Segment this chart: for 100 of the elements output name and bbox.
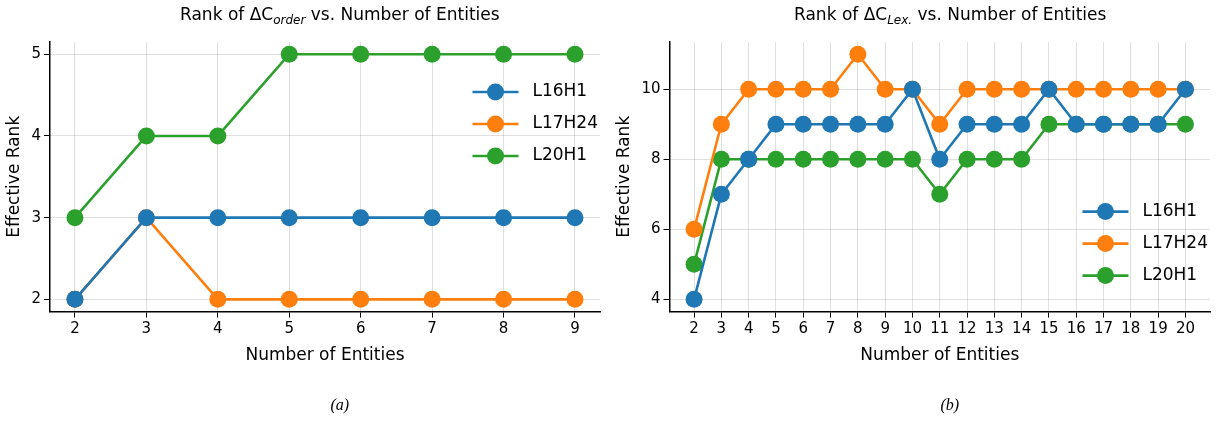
x-tick-label: 18 (1121, 319, 1141, 338)
x-tick-label: 2 (689, 319, 699, 338)
x-tick-label: 10 (902, 319, 922, 338)
x-tick-label: 17 (1093, 319, 1114, 338)
point (280, 290, 298, 308)
point (423, 45, 441, 63)
point (280, 45, 298, 63)
legend-label: L20H1 (1142, 264, 1198, 285)
x-tick-label: 12 (957, 319, 977, 338)
x-tick-label: 2 (70, 319, 80, 338)
point (495, 209, 513, 227)
point (767, 150, 785, 168)
legend-label: L16H1 (532, 80, 588, 101)
point (495, 45, 513, 63)
point (985, 80, 1003, 98)
point (1013, 80, 1031, 98)
point (566, 45, 584, 63)
point (1067, 80, 1085, 98)
text: (a) (330, 396, 350, 414)
point (209, 209, 227, 227)
y-axis-title: Effective Rank (612, 115, 633, 238)
point (822, 80, 840, 98)
point (1149, 80, 1167, 98)
y-tick-label: 8 (650, 149, 661, 168)
point (985, 115, 1003, 133)
x-tick-label: 7 (427, 319, 437, 338)
y-tick-label: 6 (650, 219, 661, 238)
x-tick-label: 8 (498, 319, 509, 338)
x-tick-label: 16 (1066, 319, 1086, 338)
y-tick-label: 4 (650, 289, 661, 308)
point (740, 80, 758, 98)
point (566, 290, 584, 308)
x-tick-label: 3 (716, 319, 727, 338)
point (958, 150, 976, 168)
point (1095, 80, 1113, 98)
point (876, 115, 894, 133)
point (685, 220, 703, 238)
y-tick-label: 2 (31, 289, 41, 308)
x-axis-title: Number of Entities (245, 344, 405, 365)
point (849, 115, 867, 133)
point (822, 150, 840, 168)
point (685, 255, 703, 273)
x-tick-label: 4 (743, 319, 754, 338)
point (209, 290, 227, 308)
point (352, 209, 370, 227)
point (66, 209, 84, 227)
point (931, 115, 949, 133)
y-tick-label: 4 (31, 125, 41, 144)
point (1122, 80, 1140, 98)
legend-label: L16H1 (1142, 200, 1198, 221)
chart-title: Rank of ΔC$_{order}$ vs. Number of Entities (180, 4, 500, 28)
x-tick-label: 19 (1148, 319, 1168, 338)
x-tick-label: 9 (570, 319, 580, 338)
point (423, 290, 441, 308)
point (566, 209, 584, 227)
legend-label: L17H24 (532, 112, 599, 133)
legend-label: L20H1 (532, 144, 588, 165)
text: (b) (940, 396, 960, 414)
point (849, 150, 867, 168)
x-tick-label: 5 (771, 319, 781, 338)
point (849, 45, 867, 63)
x-axis-title: Number of Entities (860, 344, 1020, 365)
point (423, 209, 441, 227)
y-tick-label: 10 (641, 79, 661, 98)
point (794, 150, 812, 168)
point (495, 290, 513, 308)
point (931, 185, 949, 203)
point (1013, 115, 1031, 133)
point (794, 80, 812, 98)
x-tick-label: 5 (284, 319, 295, 338)
point (209, 127, 227, 145)
point (876, 150, 894, 168)
x-tick-label: 7 (825, 319, 836, 338)
point (794, 115, 812, 133)
point (685, 290, 703, 308)
x-tick-label: 15 (1039, 319, 1059, 338)
x-tick-label: 13 (984, 319, 1004, 338)
y-axis-title: Effective Rank (2, 115, 23, 238)
point (931, 150, 949, 168)
x-tick-label: 14 (1012, 319, 1032, 338)
x-tick-label: 4 (213, 319, 223, 338)
point (280, 209, 298, 227)
point (1176, 115, 1194, 133)
point (958, 115, 976, 133)
point (352, 45, 370, 63)
y-tick-label: 3 (31, 207, 41, 226)
point (137, 127, 155, 145)
point (985, 150, 1003, 168)
point (712, 150, 730, 168)
x-tick-label: 11 (930, 319, 950, 338)
point (903, 150, 921, 168)
x-tick-label: 3 (141, 319, 152, 338)
point (767, 80, 785, 98)
x-tick-label: 6 (798, 319, 809, 338)
legend-label: L17H24 (1142, 232, 1209, 253)
point (712, 185, 730, 203)
point (767, 115, 785, 133)
y-tick-label: 5 (31, 44, 41, 63)
point (1013, 150, 1031, 168)
x-tick-label: 9 (880, 319, 890, 338)
